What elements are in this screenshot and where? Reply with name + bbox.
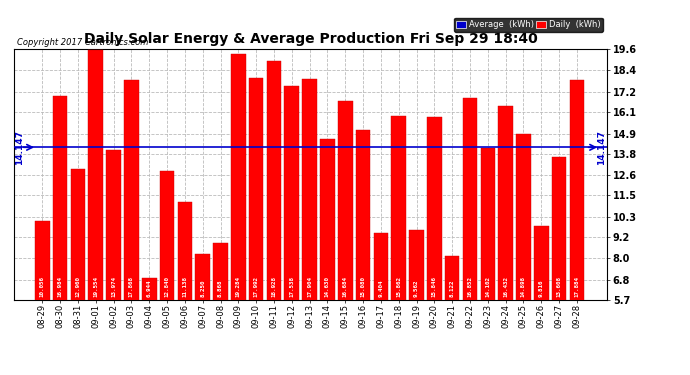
Text: 8.250: 8.250 <box>200 280 205 297</box>
Text: 9.562: 9.562 <box>414 280 419 297</box>
Bar <box>284 86 299 375</box>
Text: 6.944: 6.944 <box>147 280 152 297</box>
Bar <box>356 130 371 375</box>
Text: 17.868: 17.868 <box>129 276 134 297</box>
Text: 16.684: 16.684 <box>343 276 348 297</box>
Bar <box>177 202 193 375</box>
Text: 13.974: 13.974 <box>111 276 116 297</box>
Bar <box>320 139 335 375</box>
Text: 8.122: 8.122 <box>450 280 455 297</box>
Bar <box>498 106 513 375</box>
Bar <box>480 148 495 375</box>
Text: 12.960: 12.960 <box>75 276 81 297</box>
Bar <box>427 117 442 375</box>
Text: Copyright 2017 Cartronics.com: Copyright 2017 Cartronics.com <box>17 39 148 48</box>
Text: 15.846: 15.846 <box>432 276 437 297</box>
Bar <box>88 50 103 375</box>
Text: 14.102: 14.102 <box>485 276 491 297</box>
Bar <box>534 226 549 375</box>
Bar <box>70 169 86 375</box>
Bar <box>231 54 246 375</box>
Bar <box>516 134 531 375</box>
Text: 17.904: 17.904 <box>307 276 312 297</box>
Bar <box>302 80 317 375</box>
Text: 17.884: 17.884 <box>574 276 580 297</box>
Text: 15.080: 15.080 <box>361 276 366 297</box>
Text: 18.928: 18.928 <box>271 276 277 297</box>
Bar <box>249 78 264 375</box>
Text: 17.538: 17.538 <box>289 276 295 297</box>
Bar <box>53 96 68 375</box>
Text: 19.554: 19.554 <box>93 276 98 297</box>
Text: 14.630: 14.630 <box>325 276 330 297</box>
Text: 8.868: 8.868 <box>218 280 223 297</box>
Bar <box>195 254 210 375</box>
Bar <box>391 116 406 375</box>
Bar <box>106 150 121 375</box>
Text: 15.862: 15.862 <box>396 276 401 297</box>
Legend: Average  (kWh), Daily  (kWh): Average (kWh), Daily (kWh) <box>454 18 603 32</box>
Text: 19.284: 19.284 <box>236 276 241 297</box>
Text: 16.432: 16.432 <box>503 276 508 297</box>
Text: 14.147: 14.147 <box>14 130 23 165</box>
Text: 16.984: 16.984 <box>58 276 63 297</box>
Bar <box>35 221 50 375</box>
Bar <box>338 102 353 375</box>
Bar <box>213 243 228 375</box>
Text: 10.056: 10.056 <box>40 276 45 297</box>
Bar <box>409 230 424 375</box>
Text: 11.138: 11.138 <box>182 276 188 297</box>
Text: 12.840: 12.840 <box>164 276 170 297</box>
Bar <box>124 80 139 375</box>
Text: 17.992: 17.992 <box>254 276 259 297</box>
Bar <box>570 80 584 375</box>
Bar <box>373 233 388 375</box>
Title: Daily Solar Energy & Average Production Fri Sep 29 18:40: Daily Solar Energy & Average Production … <box>83 32 538 46</box>
Text: 14.898: 14.898 <box>521 276 526 297</box>
Bar <box>463 98 477 375</box>
Text: 16.852: 16.852 <box>468 276 473 297</box>
Text: 9.816: 9.816 <box>539 280 544 297</box>
Text: 14.147: 14.147 <box>598 130 607 165</box>
Bar <box>552 157 566 375</box>
Bar <box>142 278 157 375</box>
Bar <box>266 61 282 375</box>
Bar <box>445 256 460 375</box>
Text: 9.404: 9.404 <box>378 280 384 297</box>
Text: 13.608: 13.608 <box>557 276 562 297</box>
Bar <box>160 171 175 375</box>
